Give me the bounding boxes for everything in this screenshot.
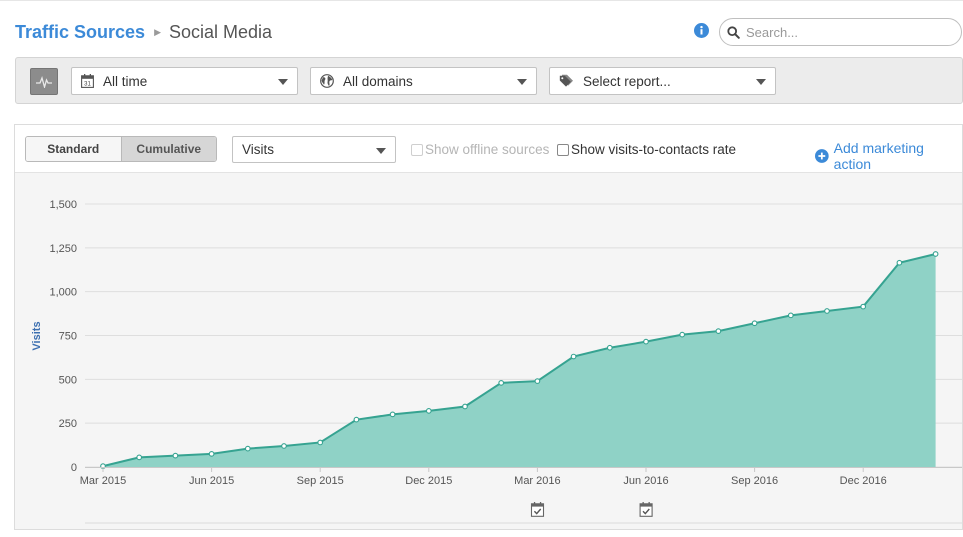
chart-toolbar: Standard Cumulative Visits Show offline … bbox=[15, 125, 962, 173]
data-point bbox=[860, 303, 867, 310]
data-point bbox=[787, 312, 794, 319]
y-tick-label: 0 bbox=[71, 462, 77, 474]
show-offline-sources-checkbox[interactable]: Show offline sources bbox=[411, 142, 549, 157]
data-point bbox=[932, 251, 939, 257]
report-dropdown[interactable]: Select report... bbox=[549, 67, 776, 95]
series-line bbox=[102, 252, 936, 468]
data-point bbox=[136, 454, 143, 461]
y-tick-label: 1,500 bbox=[49, 199, 77, 211]
y-tick-label: 1,250 bbox=[49, 243, 77, 255]
data-point bbox=[896, 259, 903, 266]
chevron-down-icon bbox=[756, 79, 766, 85]
visits-area-chart: 0 250 500 750 1,000 1,250 1,500 Visits Mar 2015 J… bbox=[31, 199, 962, 524]
x-tick-label: Jun 2016 bbox=[623, 475, 668, 487]
plus-circle-icon bbox=[815, 149, 829, 163]
report-value: Select report... bbox=[583, 73, 671, 89]
add-marketing-action-label: Add marketing action bbox=[833, 140, 924, 172]
breadcrumb-parent-link[interactable]: Traffic Sources bbox=[15, 21, 146, 42]
x-tick-label: Mar 2016 bbox=[514, 475, 560, 487]
data-point bbox=[534, 378, 541, 384]
data-point bbox=[715, 328, 722, 334]
y-tick-label: 1,000 bbox=[49, 287, 77, 299]
breadcrumb-separator-icon: ▶ bbox=[154, 26, 161, 37]
y-axis-label: Visits bbox=[31, 321, 43, 350]
page-title: Social Media bbox=[168, 21, 273, 42]
data-point bbox=[570, 353, 577, 360]
search-icon bbox=[727, 25, 740, 39]
series-area bbox=[103, 253, 936, 467]
tag-icon bbox=[559, 74, 573, 87]
metric-dropdown[interactable]: Visits bbox=[232, 136, 396, 163]
data-point bbox=[425, 408, 432, 414]
filter-bar: 31 All time All domains Select report... bbox=[15, 57, 963, 104]
date-range-value: All time bbox=[103, 73, 148, 89]
show-contacts-rate-label: Show visits-to-contacts rate bbox=[571, 142, 737, 157]
domains-value: All domains bbox=[343, 73, 413, 89]
chevron-down-icon bbox=[278, 79, 288, 85]
show-contacts-rate-checkbox[interactable]: Show visits-to-contacts rate bbox=[557, 142, 736, 157]
standard-button[interactable]: Standard bbox=[26, 137, 122, 161]
chevron-down-icon bbox=[376, 148, 386, 154]
data-point bbox=[498, 379, 505, 386]
checkbox-box[interactable] bbox=[411, 143, 423, 156]
data-point bbox=[208, 451, 215, 457]
date-range-dropdown[interactable]: 31 All time bbox=[71, 67, 298, 95]
activity-toggle-button[interactable] bbox=[30, 68, 58, 95]
data-point bbox=[643, 338, 649, 345]
activity-pulse-icon bbox=[36, 75, 52, 88]
calendar-check-icon[interactable] bbox=[530, 502, 545, 517]
calendar-icon: 31 bbox=[81, 74, 94, 88]
search-box[interactable] bbox=[719, 18, 962, 46]
domains-dropdown[interactable]: All domains bbox=[310, 67, 537, 95]
data-point bbox=[244, 445, 251, 452]
chevron-down-icon bbox=[517, 79, 527, 85]
data-point bbox=[353, 416, 360, 423]
data-point bbox=[389, 411, 396, 418]
breadcrumb: Traffic Sources ▶ Social Media bbox=[15, 20, 272, 44]
svg-text:31: 31 bbox=[84, 82, 91, 88]
x-tick-label: Sep 2016 bbox=[731, 475, 778, 487]
x-tick-label: Jun 2015 bbox=[189, 475, 234, 487]
metric-value: Visits bbox=[242, 142, 275, 157]
globe-icon bbox=[320, 74, 334, 88]
chart-panel: Standard Cumulative Visits Show offline … bbox=[14, 124, 963, 530]
y-tick-label: 500 bbox=[59, 374, 77, 386]
data-point bbox=[172, 452, 179, 459]
info-icon[interactable] bbox=[694, 23, 709, 38]
show-offline-sources-label: Show offline sources bbox=[425, 142, 550, 157]
data-point bbox=[606, 344, 613, 351]
y-tick-label: 750 bbox=[59, 331, 77, 343]
data-point bbox=[462, 403, 468, 410]
data-point bbox=[824, 308, 830, 314]
x-tick-label: Dec 2015 bbox=[405, 475, 452, 487]
data-point bbox=[679, 331, 686, 338]
data-point bbox=[751, 320, 758, 327]
calendar-check-icon[interactable] bbox=[639, 502, 653, 517]
cumulative-button[interactable]: Cumulative bbox=[121, 137, 216, 161]
view-mode-toggle: Standard Cumulative bbox=[25, 136, 217, 162]
data-point bbox=[317, 439, 324, 446]
checkbox-box[interactable] bbox=[557, 143, 569, 156]
x-tick-label: Dec 2016 bbox=[840, 475, 887, 487]
top-border bbox=[0, 0, 963, 1]
x-tick-label: Sep 2015 bbox=[297, 475, 344, 487]
data-point bbox=[281, 443, 287, 449]
y-tick-label: 250 bbox=[59, 418, 77, 430]
search-input[interactable] bbox=[746, 24, 946, 40]
add-marketing-action-link[interactable]: Add marketing action bbox=[815, 140, 962, 172]
x-tick-label: Mar 2015 bbox=[80, 475, 126, 487]
